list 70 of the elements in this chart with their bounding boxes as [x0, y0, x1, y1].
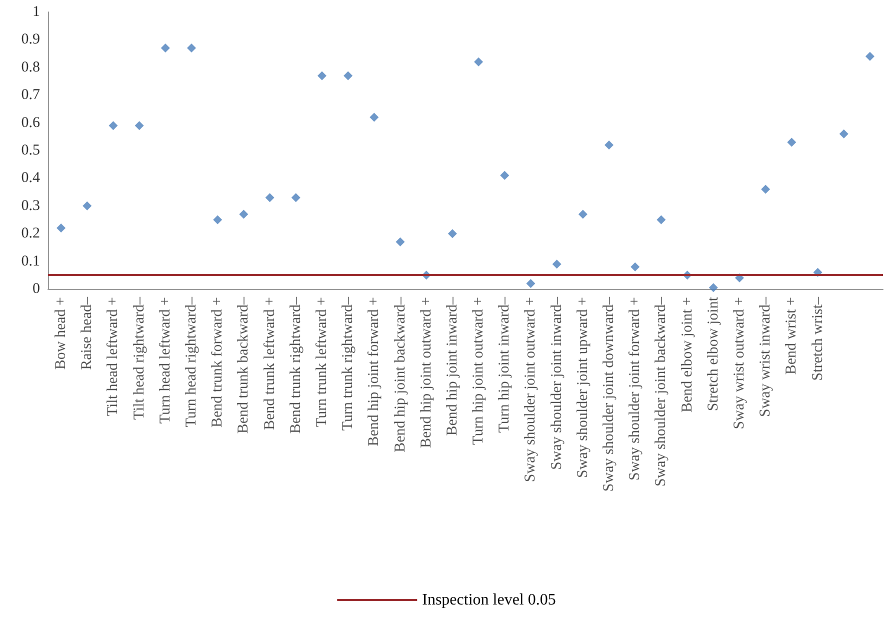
point: [500, 170, 510, 180]
x-tick-label: Bend trunk backward–: [236, 296, 252, 434]
x-tick-label: Bend trunk rightward–: [288, 296, 304, 434]
point: [761, 184, 770, 194]
x-tick-label: Stretch wrist–: [810, 296, 826, 381]
y-tick-label: 0: [32, 281, 40, 297]
point: [787, 138, 796, 147]
point: [578, 210, 588, 219]
point: [370, 112, 379, 122]
x-tick-label: Sway shoulder joint forward +: [627, 297, 644, 480]
x-tick-label: Sway shoulder joint downward–: [601, 296, 618, 492]
x-tick-label: Bend hip joint inward–: [444, 296, 460, 436]
point: [865, 52, 874, 61]
x-tick-label: Bend hip joint backward–: [392, 296, 408, 452]
y-tick-label: 0.7: [21, 87, 40, 104]
x-tick-label: Sway shoulder joint outward +: [522, 297, 539, 482]
x-tick-label: Sway shoulder joint backward–: [653, 296, 670, 487]
x-tick-label: Turn trunk rightward–: [340, 296, 356, 431]
x-tick-label: Sway shoulder joint upward +: [574, 297, 591, 478]
x-tick-label: Turn hip joint inward–: [496, 296, 513, 433]
y-tick-label: 0.4: [21, 170, 40, 186]
point: [265, 193, 274, 202]
point: [187, 44, 196, 53]
point: [344, 71, 353, 80]
point: [160, 44, 170, 53]
x-tick-label: Bend wrist +: [784, 297, 800, 375]
x-tick-label: Bend hip joint outward +: [418, 297, 434, 448]
point: [552, 260, 562, 269]
point: [82, 201, 92, 210]
y-tick-label: 0.8: [21, 59, 40, 76]
point: [56, 224, 66, 233]
point: [108, 121, 118, 130]
point: [317, 71, 326, 80]
x-tick-label: Bend hip joint forward +: [366, 297, 382, 446]
point: [134, 121, 144, 130]
y-tick-label: 0.1: [21, 253, 40, 270]
x-tick-label: Bend trunk forward +: [210, 297, 226, 428]
point: [213, 215, 222, 224]
x-tick-label: Raise head–: [79, 296, 96, 370]
x-tick-label: Tilt head rightward–: [131, 296, 148, 420]
y-tick-label: 0.9: [21, 32, 40, 48]
y-tick-label: 0.5: [21, 142, 40, 158]
y-tick-label: 1: [32, 4, 40, 20]
point: [448, 229, 457, 238]
point: [239, 210, 248, 219]
point: [396, 237, 405, 246]
point: [291, 193, 300, 202]
y-tick-label: 0.2: [21, 226, 40, 242]
point: [708, 283, 718, 292]
legend-label: Inspection level 0.05: [422, 592, 556, 608]
x-tick-label: Bow head +: [53, 297, 70, 370]
x-tick-label: Bend elbow joint +: [679, 297, 696, 413]
point: [474, 57, 484, 66]
x-tick-label: Turn head rightward–: [184, 296, 200, 428]
x-tick-label: Turn head leftward +: [157, 297, 174, 424]
x-tick-label: Tilt head leftward +: [105, 297, 122, 416]
y-tick-label: 0.6: [21, 114, 40, 131]
point: [839, 129, 848, 138]
point: [630, 262, 640, 272]
x-tick-label: Stretch elbow joint: [705, 296, 722, 412]
point: [604, 140, 614, 150]
x-tick-label: Sway wrist outward +: [731, 297, 748, 430]
x-tick-label: Turn trunk leftward +: [314, 297, 330, 427]
x-tick-label: Bend trunk leftward +: [262, 297, 278, 430]
point: [526, 278, 536, 288]
x-tick-label: Sway wrist inward–: [758, 296, 774, 417]
point: [656, 215, 666, 224]
y-tick-label: 0.3: [21, 198, 40, 214]
x-tick-label: Turn hip joint outward +: [470, 297, 487, 445]
x-tick-label: Sway shoulder joint inward–: [548, 296, 565, 470]
